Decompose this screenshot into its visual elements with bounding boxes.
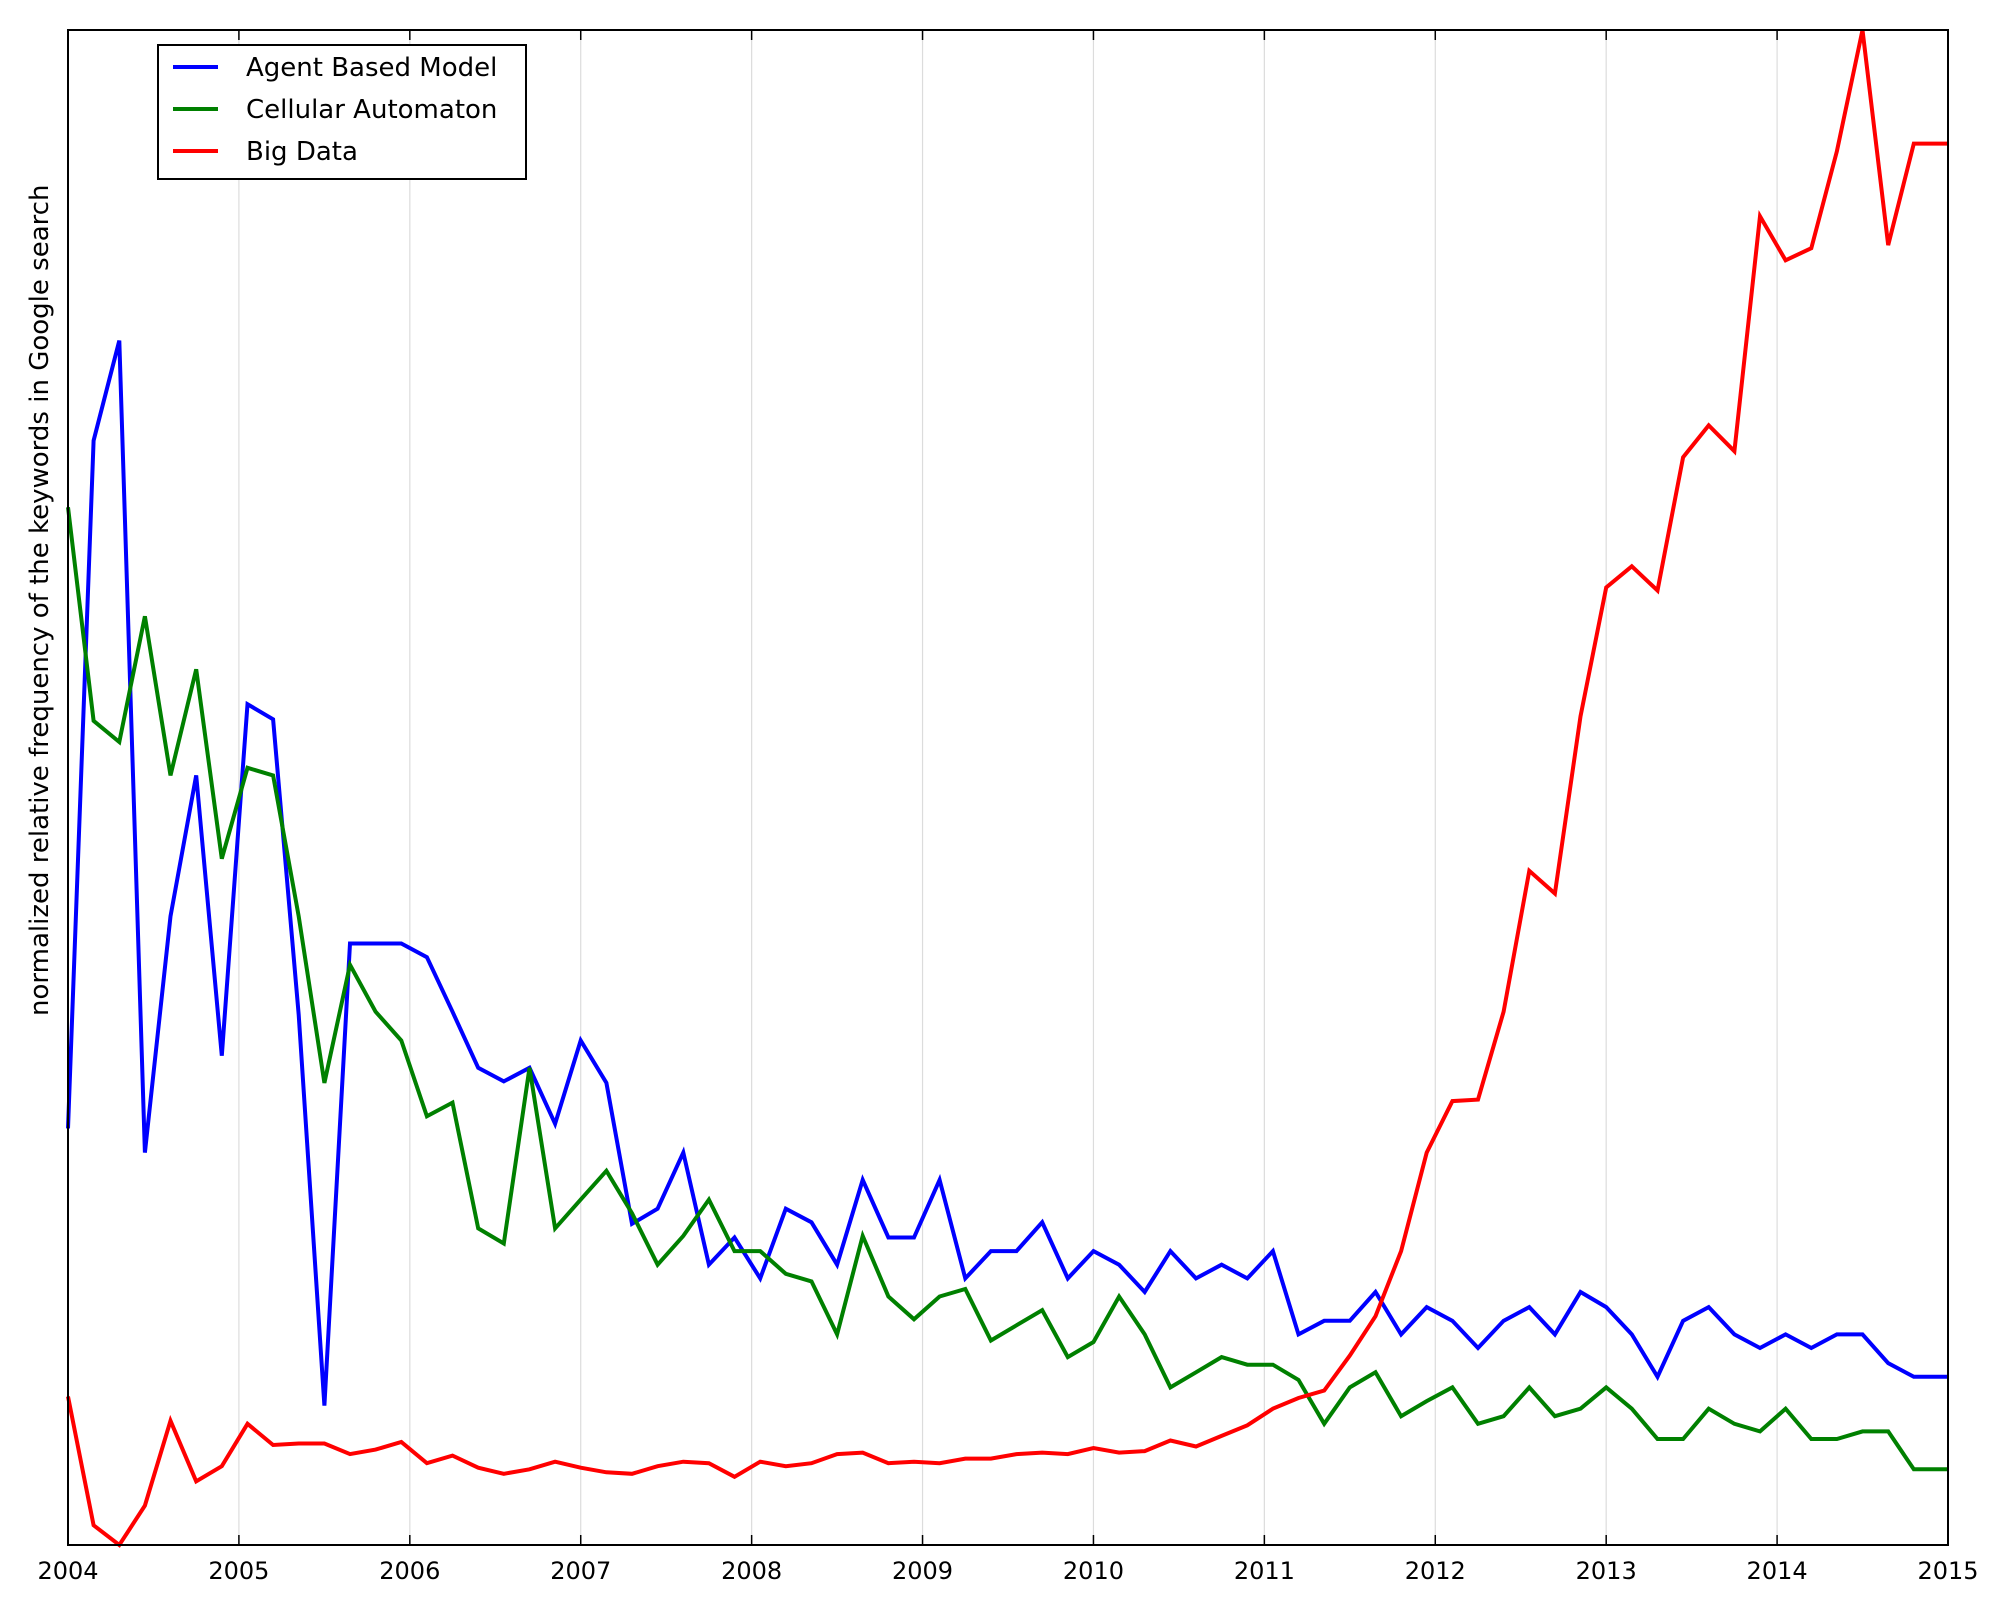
x-axis-ticks: 2004 2005 2006 2007 2008 2009 2010 2011 2012 2013… bbox=[37, 30, 1979, 1585]
x-tick-label: 2009 bbox=[892, 1557, 953, 1585]
plot-background bbox=[68, 30, 1948, 1545]
series-line-2 bbox=[66, 29, 1948, 1548]
x-tick-label: 2013 bbox=[1576, 1557, 1637, 1585]
x-tick-label: 2004 bbox=[37, 1557, 98, 1585]
x-tick-label: 2014 bbox=[1747, 1557, 1808, 1585]
x-tick-label: 2007 bbox=[550, 1557, 611, 1585]
legend-label-1: Cellular Automaton bbox=[246, 95, 497, 125]
y-axis-label: normalized relative frequency of the key… bbox=[25, 184, 55, 1016]
legend-label-2: Big Data bbox=[246, 137, 358, 167]
legend-label-0: Agent Based Model bbox=[246, 53, 497, 83]
series-line-1 bbox=[66, 506, 1948, 1472]
x-tick-label: 2010 bbox=[1063, 1557, 1124, 1585]
x-tick-label: 2012 bbox=[1405, 1557, 1466, 1585]
x-tick-label: 2015 bbox=[1917, 1557, 1978, 1585]
legend: Agent Based Model Cellular Automaton Big D… bbox=[157, 44, 527, 180]
grid-lines bbox=[238, 30, 1778, 1545]
plot-frame bbox=[67, 29, 1949, 1546]
series-line-0 bbox=[66, 340, 1948, 1406]
legend-box bbox=[157, 44, 527, 180]
x-tick-label: 2008 bbox=[721, 1557, 782, 1585]
series-lines bbox=[66, 29, 1948, 1548]
x-tick-label: 2005 bbox=[208, 1557, 269, 1585]
x-tick-label: 2006 bbox=[379, 1557, 440, 1585]
x-tick-label: 2011 bbox=[1234, 1557, 1295, 1585]
